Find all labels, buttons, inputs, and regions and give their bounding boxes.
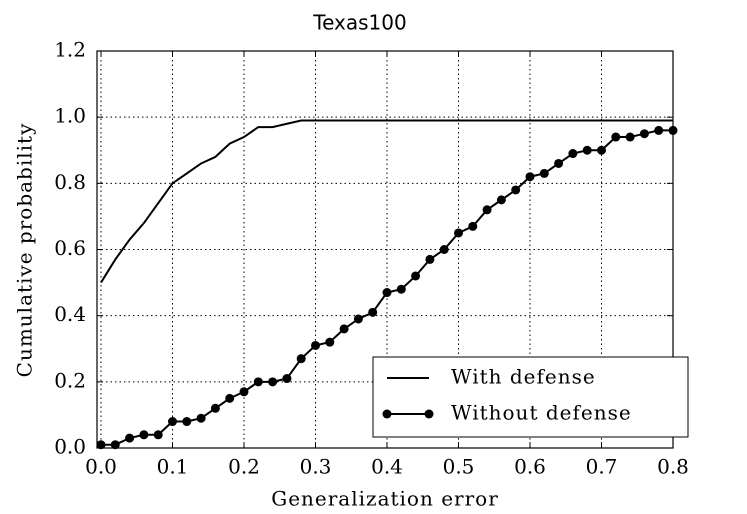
point	[125, 433, 135, 443]
x-tick-label: 0.0	[85, 455, 117, 479]
point	[311, 340, 320, 350]
point	[425, 254, 435, 264]
x-tick-label: 0.1	[157, 455, 189, 479]
point	[468, 221, 478, 231]
point	[339, 324, 349, 334]
y-tick-label: 1.0	[54, 104, 86, 128]
point	[539, 168, 549, 178]
point	[611, 132, 621, 142]
plot-frame	[96, 50, 674, 449]
point	[439, 245, 449, 254]
legend-label: Without defense	[451, 401, 632, 425]
point	[168, 417, 177, 427]
point	[239, 387, 249, 397]
point	[296, 354, 306, 364]
x-tick-label: 0.4	[371, 455, 403, 479]
point	[110, 440, 120, 450]
point	[568, 149, 578, 159]
point	[382, 288, 392, 298]
point	[625, 132, 635, 142]
point	[482, 205, 492, 215]
legend-marker	[382, 409, 392, 419]
x-tick-label: 0.5	[443, 455, 475, 479]
point	[597, 145, 606, 155]
legend-marker	[424, 409, 434, 419]
point	[454, 228, 463, 238]
point	[639, 129, 649, 139]
point	[253, 377, 263, 387]
x-tick-label: 0.3	[300, 455, 332, 479]
point	[396, 284, 406, 294]
y-tick-label: 0.4	[54, 302, 86, 326]
y-tick-label: 0.0	[54, 435, 86, 459]
x-tick-label: 0.8	[657, 455, 689, 479]
y-tick-label: 0.6	[54, 236, 86, 260]
series-line	[100, 119, 673, 284]
x-axis-label: Generalization error	[271, 487, 499, 511]
point	[368, 307, 378, 317]
point	[668, 125, 678, 135]
x-tick-label: 0.6	[514, 455, 546, 479]
point	[210, 403, 220, 413]
point	[511, 185, 521, 195]
point	[268, 377, 278, 387]
legend-label: With defense	[451, 365, 596, 389]
y-tick-label: 1.2	[54, 38, 86, 62]
x-tick-label: 0.2	[228, 455, 260, 479]
y-tick-label: 0.2	[54, 368, 86, 392]
point	[411, 271, 421, 281]
point	[282, 374, 292, 384]
x-tick-label: 0.7	[586, 455, 618, 479]
y-axis-label: Cumulative probability	[13, 123, 37, 378]
point	[525, 172, 535, 182]
point	[153, 430, 163, 440]
point	[654, 125, 664, 135]
chart-title: Texas100	[312, 11, 406, 35]
point	[182, 417, 192, 427]
point	[139, 430, 149, 440]
point	[554, 158, 564, 168]
point	[353, 314, 363, 324]
point	[96, 440, 106, 450]
point	[496, 195, 506, 205]
point	[196, 413, 206, 423]
point	[225, 393, 235, 403]
y-tick-label: 0.8	[54, 170, 86, 194]
point	[325, 337, 335, 347]
point	[582, 145, 592, 155]
legend-box	[372, 356, 689, 438]
